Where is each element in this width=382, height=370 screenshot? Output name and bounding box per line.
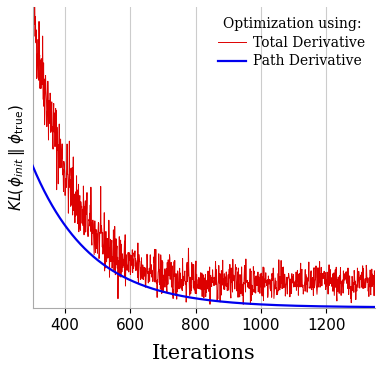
Line: Total Derivative: Total Derivative [32,0,375,304]
Total Derivative [117,258,121,263]
Path Derivative [30,163,35,168]
Path Derivative [208,298,213,303]
Total Derivative [62,166,67,171]
Path Derivative [62,222,66,226]
Path Derivative [108,267,112,271]
X-axis label: Iterations: Iterations [152,344,256,363]
Total Derivative [208,302,212,306]
Total Derivative [108,237,113,242]
Total Derivative [209,280,213,285]
Y-axis label: $KL\!\left(\,\phi_{init}\;\|\;\phi_{\mathrm{true}}\right)$: $KL\!\left(\,\phi_{init}\;\|\;\phi_{\mat… [7,104,27,211]
Path Derivative [116,272,121,276]
Path Derivative [204,297,209,302]
Total Derivative [373,286,377,290]
Line: Path Derivative: Path Derivative [32,165,375,307]
Path Derivative [345,305,350,309]
Total Derivative [346,281,351,285]
Total Derivative [204,285,209,289]
Legend: Total Derivative, Path Derivative: Total Derivative, Path Derivative [213,11,371,74]
Path Derivative [373,305,377,309]
